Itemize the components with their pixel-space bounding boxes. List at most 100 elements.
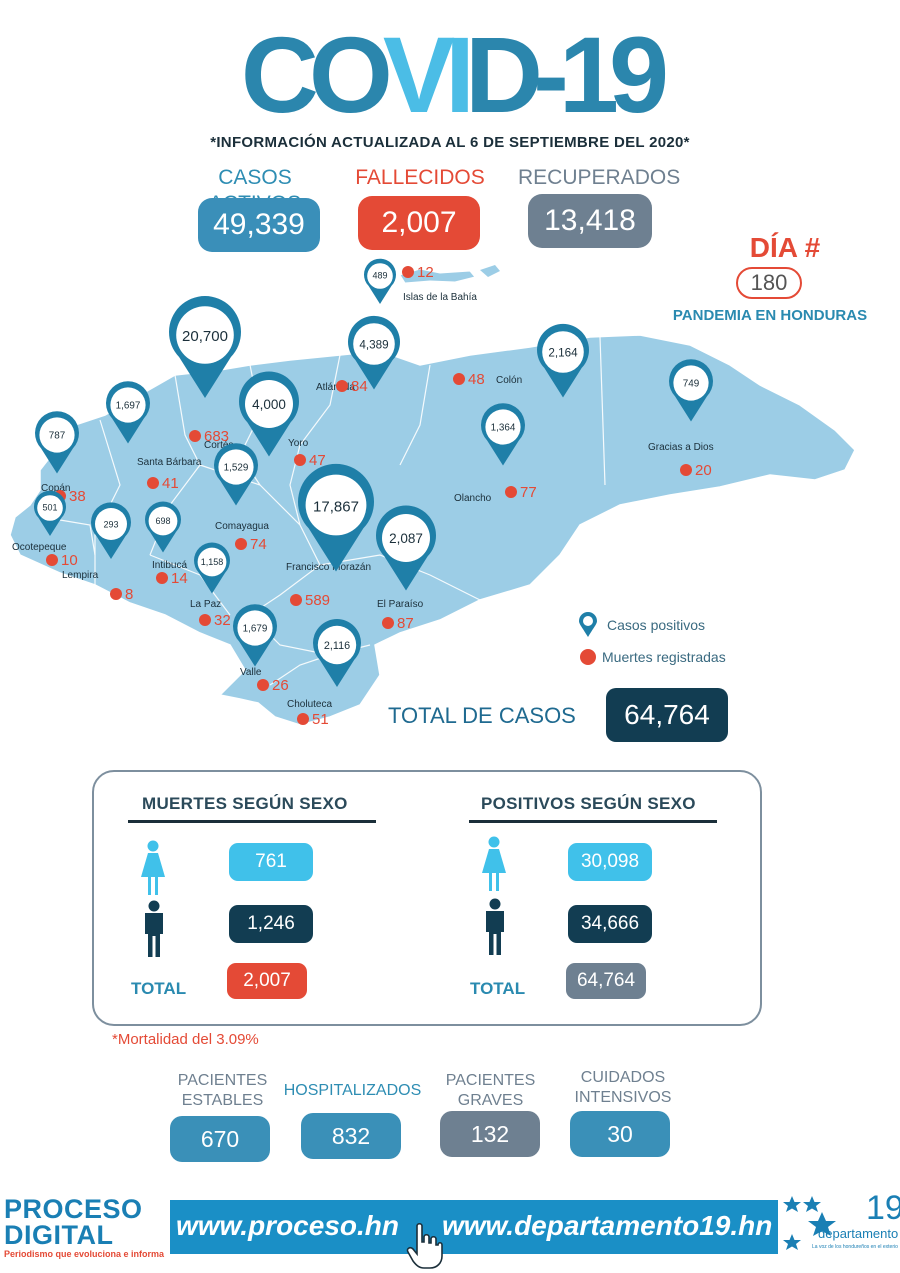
stable-patients-label: PACIENTES ESTABLES — [160, 1071, 285, 1111]
death-count: 41 — [162, 475, 179, 492]
case-pin: 293 — [91, 502, 132, 559]
map-label: Cortés — [204, 440, 233, 451]
map-label: Valle — [240, 667, 262, 678]
hospitalized-value: 832 — [301, 1113, 401, 1159]
proceso-url-link[interactable]: www.proceso.hn — [176, 1210, 399, 1241]
case-count: 4,389 — [359, 338, 388, 351]
recovered-label: RECUPERADOS — [518, 166, 681, 189]
death-dot-legend-icon — [580, 649, 596, 665]
case-count: 1,158 — [201, 557, 224, 567]
case-count: 1,679 — [243, 624, 268, 635]
map-label: El Paraíso — [377, 599, 424, 610]
death-count: 8 — [125, 586, 133, 603]
death-dot — [46, 554, 58, 566]
case-count: 2,087 — [389, 531, 423, 546]
label-line: ESTABLES — [181, 1092, 264, 1109]
death-count: 12 — [417, 264, 434, 281]
day-value: 180 — [736, 267, 802, 299]
death-count: 51 — [312, 711, 329, 728]
death-count: 26 — [272, 677, 289, 694]
case-pin: 2,116 — [313, 619, 361, 687]
positives-by-sex-heading: POSITIVOS SEGÚN SEXO — [481, 794, 696, 813]
case-count: 1,697 — [116, 401, 141, 412]
case-count: 4,000 — [252, 397, 286, 412]
icu-label: CUIDADOS INTENSIVOS — [558, 1068, 688, 1108]
severe-patients-label: PACIENTES GRAVES — [428, 1071, 553, 1111]
death-count: 84 — [351, 378, 368, 395]
death-count: 74 — [250, 536, 267, 553]
death-count: 683 — [204, 428, 229, 445]
deaths-value: 2,007 — [358, 196, 480, 250]
death-count: 20 — [695, 462, 712, 479]
sex-breakdown-panel — [92, 770, 762, 1026]
legend-deaths-label: Muertes registradas — [602, 649, 726, 665]
death-count: 77 — [520, 484, 537, 501]
stable-patients-value: 670 — [170, 1116, 270, 1162]
case-pin: 1,364 — [481, 403, 525, 466]
recovered-value: 13,418 — [528, 194, 652, 248]
case-count: 1,364 — [491, 423, 516, 434]
positive-total-value: 64,764 — [566, 963, 646, 999]
brand-name-line2: DIGITAL — [4, 1220, 114, 1250]
case-count: 17,867 — [313, 498, 359, 515]
female-icon — [482, 836, 506, 891]
death-dot — [505, 486, 517, 498]
death-dot — [257, 679, 269, 691]
case-pin: 20,700 — [169, 296, 241, 398]
partner-tagline: La voz de los hondureños en el exterior — [812, 1244, 898, 1250]
death-count: 14 — [171, 570, 188, 587]
total-cases-label: TOTAL DE CASOS — [388, 703, 576, 728]
case-count: 2,116 — [324, 640, 350, 652]
partner-number: 19 — [866, 1189, 900, 1227]
death-dot — [402, 266, 414, 278]
case-count: 293 — [103, 519, 118, 529]
case-pin: 1,679 — [233, 604, 277, 667]
map-label: Copán — [41, 483, 70, 494]
departamento19-url-link[interactable]: www.departamento19.hn — [442, 1210, 773, 1241]
map-label: Ocotepeque — [12, 542, 67, 553]
deaths-label: FALLECIDOS — [355, 166, 485, 189]
hand-pointer-icon — [406, 1222, 443, 1269]
death-dot — [199, 614, 211, 626]
map-label: Atlántida — [316, 382, 355, 393]
hospitalized-label: HOSPITALIZADOS — [283, 1082, 422, 1099]
death-dot — [290, 594, 302, 606]
day-label: DÍA # — [749, 232, 821, 263]
bay-islands-shape — [399, 268, 476, 284]
mortality-note: *Mortalidad del 3.09% — [112, 1031, 259, 1048]
deaths-total-value: 2,007 — [227, 963, 307, 999]
female-icon — [141, 840, 165, 895]
death-count: 47 — [309, 452, 326, 469]
death-dot — [147, 477, 159, 489]
death-dot — [235, 538, 247, 550]
department-labels: Islas de la Bahía Cortés Atlántida Colón… — [12, 292, 714, 710]
bay-islands-shape — [480, 265, 500, 277]
severe-patients-value: 132 — [440, 1111, 540, 1157]
heading-divider — [128, 820, 376, 823]
case-pin: 787 — [34, 411, 79, 474]
case-count: 501 — [42, 503, 57, 513]
case-count: 20,700 — [182, 328, 228, 345]
map-label: Gracias a Dios — [648, 442, 714, 453]
infographic-title: COVID-19 — [200, 20, 700, 130]
death-dot — [294, 454, 306, 466]
map-label: Francisco Morazán — [286, 562, 371, 573]
positive-total-label: TOTAL — [470, 979, 526, 998]
death-count: 10 — [61, 552, 78, 569]
label-line: GRAVES — [457, 1092, 524, 1109]
title-part: CO — [240, 14, 393, 135]
death-dot — [110, 588, 122, 600]
death-dot — [680, 464, 692, 476]
death-dot — [189, 430, 201, 442]
death-dot — [297, 713, 309, 725]
death-count: 32 — [214, 612, 231, 629]
death-dot — [336, 380, 348, 392]
death-count: 589 — [305, 592, 330, 609]
brand-name-line1: PROCESO — [4, 1194, 143, 1224]
icu-value: 30 — [570, 1111, 670, 1157]
death-count: 48 — [468, 371, 485, 388]
death-dot — [156, 572, 168, 584]
case-pin: 489 — [364, 258, 396, 304]
label-line: INTENSIVOS — [574, 1089, 672, 1106]
title-part: D-19 — [464, 14, 669, 135]
